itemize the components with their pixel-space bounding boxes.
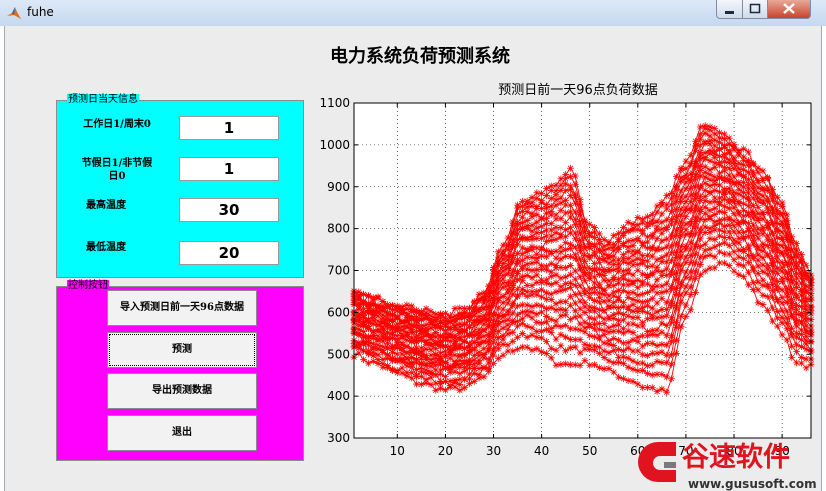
minimize-icon (725, 11, 734, 14)
matlab-logo-icon (7, 7, 21, 19)
y-tick-label: 400 (327, 389, 350, 403)
close-button[interactable] (767, 0, 811, 19)
holiday-label-line2: 日0 (108, 171, 126, 182)
y-tick-label: 500 (327, 347, 350, 361)
y-tick-label: 800 (327, 222, 350, 236)
series-1 (350, 259, 815, 396)
y-tick-label: 300 (327, 431, 350, 445)
exit-button[interactable]: 退出 (107, 415, 257, 451)
x-tick-label: 10 (390, 444, 405, 458)
export-data-button[interactable]: 导出预测数据 (107, 373, 257, 409)
control-panel: 控制按钮 导入预测日前一天96点数据 预测 导出预测数据 退出 (56, 280, 304, 461)
watermark-name: 谷速软件 (682, 442, 790, 473)
y-tick-label: 700 (327, 264, 350, 278)
maximize-button[interactable] (742, 0, 768, 19)
minimize-button[interactable] (716, 0, 743, 19)
workday-field[interactable]: 1 (179, 116, 279, 140)
load-chart: 10 20 30 40 50 60 70 80 903004005006007008009001… (319, 82, 815, 458)
gususoft-watermark: 谷速软件 www.gususoft.com (638, 442, 817, 491)
x-tick-label: 20 (438, 444, 453, 458)
control-panel-legend: 控制按钮 (67, 280, 109, 292)
y-tick-label: 600 (327, 305, 350, 319)
y-tick-label: 1000 (319, 138, 350, 152)
info-panel-legend: 预测日当天信息 (67, 94, 139, 106)
workday-label: 工作日1/周末0 (83, 119, 151, 130)
max-temp-field[interactable]: 30 (179, 198, 279, 222)
main-title: 电力系统负荷预测系统 (330, 46, 510, 67)
y-tick-label: 1100 (319, 96, 350, 110)
watermark-url: www.gususoft.com (688, 477, 817, 491)
x-tick-label: 80 (726, 444, 741, 458)
holiday-field[interactable]: 1 (179, 157, 279, 181)
max-temp-label: 最高温度 (86, 200, 126, 211)
x-tick-label: 90 (774, 444, 789, 458)
chart-title: 预测日前一天96点负荷数据 (498, 82, 658, 98)
series-16 (350, 163, 815, 342)
close-icon (783, 3, 795, 14)
series-24 (350, 122, 815, 320)
x-tick-label: 50 (582, 444, 597, 458)
title-bar[interactable]: fuhe (0, 0, 826, 26)
maximize-icon (749, 3, 761, 14)
gususoft-logo-icon (638, 442, 676, 482)
import-data-button[interactable]: 导入预测日前一天96点数据 (107, 290, 257, 326)
info-panel: 预测日当天信息 工作日1/周末0 1 节假日1/非节假 日0 1 最高温度 30… (56, 94, 304, 278)
forecast-button[interactable]: 预测 (107, 332, 257, 368)
min-temp-label: 最低温度 (86, 242, 126, 253)
figure-client-area: 电力系统负荷预测系统 预测日当天信息 工作日1/周末0 1 节假日1/非节假 日… (4, 26, 822, 491)
x-tick-label: 40 (534, 444, 549, 458)
x-tick-label: 70 (678, 444, 693, 458)
min-temp-field[interactable]: 20 (179, 241, 279, 265)
x-tick-label: 30 (486, 444, 501, 458)
holiday-label-line1: 节假日1/非节假 (81, 158, 153, 169)
holiday-label: 节假日1/非节假 日0 (71, 157, 163, 183)
y-tick-label: 900 (327, 180, 350, 194)
window-title: fuhe (27, 5, 54, 19)
